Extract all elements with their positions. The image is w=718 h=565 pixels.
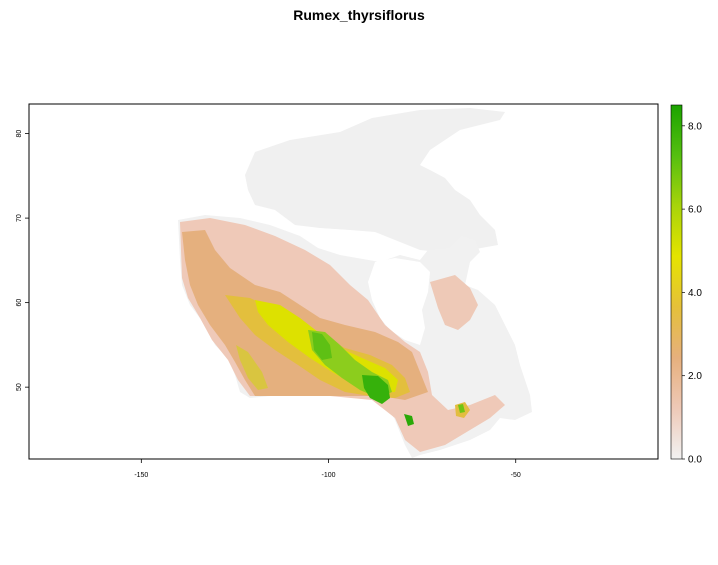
zone-peak-ontario	[404, 414, 414, 426]
legend: 0.0 2.0 4.0 6.0 8.0	[670, 104, 702, 466]
legend-tick-label: 4.0	[688, 288, 702, 299]
arctic-islands	[245, 108, 505, 252]
x-tick-label: -50	[511, 472, 521, 479]
legend-colorbar	[670, 104, 683, 460]
y-tick-label: 70	[16, 214, 23, 222]
y-tick-label: 50	[16, 383, 23, 391]
y-axis: 50 60 70 80	[16, 130, 29, 391]
x-tick-label: -150	[134, 472, 148, 479]
y-tick-label: 60	[16, 299, 23, 307]
zone-peak-manitoba	[362, 375, 390, 404]
legend-tick-label: 6.0	[688, 205, 702, 216]
x-axis: -150 -100 -50	[134, 459, 521, 479]
hudson-bay	[368, 258, 430, 345]
suitability-raster	[178, 108, 532, 458]
legend-tick-label: 8.0	[688, 121, 702, 132]
legend-tick-label: 2.0	[688, 371, 702, 382]
zone-peak-saskatchewan	[312, 332, 332, 360]
y-tick-label: 80	[16, 130, 23, 138]
x-tick-label: -100	[322, 472, 336, 479]
zone-east-coast-2	[458, 404, 465, 413]
plot-frame	[28, 103, 659, 460]
map-title: Rumex_thyrsiflorus	[293, 7, 425, 23]
legend-tick-label: 0.0	[688, 455, 702, 466]
zone-medium-west	[236, 345, 268, 390]
zone-low-quebec	[430, 275, 478, 330]
